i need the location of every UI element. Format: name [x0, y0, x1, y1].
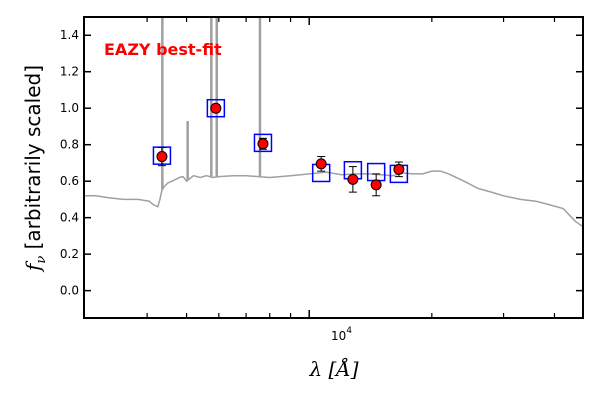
observed-point: [156, 151, 168, 163]
observed-point: [315, 158, 327, 170]
observed-point: [393, 163, 405, 175]
observed-point: [210, 102, 222, 114]
x-tick-label: 104: [331, 326, 352, 343]
plot-area: [84, 17, 584, 228]
y-tick-label: 0.6: [60, 174, 79, 188]
x-axis-label: λ [Å]: [308, 356, 358, 381]
y-tick-label: 1.0: [60, 101, 79, 115]
axis-ticks: 0.0 0.2 0.4 0.6 0.8 1.0 1.2 1.4: [60, 17, 583, 318]
template-spectrum-line: [84, 170, 584, 228]
y-tick-label: 0.8: [60, 138, 79, 152]
observed-point: [370, 179, 382, 191]
model-point: [253, 133, 273, 153]
observed-point: [347, 173, 359, 185]
y-tick-label: 0.2: [60, 247, 79, 261]
y-axis-label: fν [arbitrarily scaled]: [21, 65, 49, 273]
y-axis-subscript: ν: [34, 256, 49, 264]
plot-frame: [83, 16, 584, 319]
y-tick-label: 1.4: [60, 28, 79, 42]
y-tick-label: 1.2: [60, 65, 79, 79]
annotation-text: EAZY best-fit: [104, 40, 222, 59]
observed-point: [257, 138, 269, 150]
model-point: [206, 98, 226, 118]
y-tick-label: 0.4: [60, 211, 79, 225]
y-tick-label: 0.0: [60, 284, 79, 298]
y-axis-rest: [arbitrarily scaled]: [21, 65, 45, 256]
